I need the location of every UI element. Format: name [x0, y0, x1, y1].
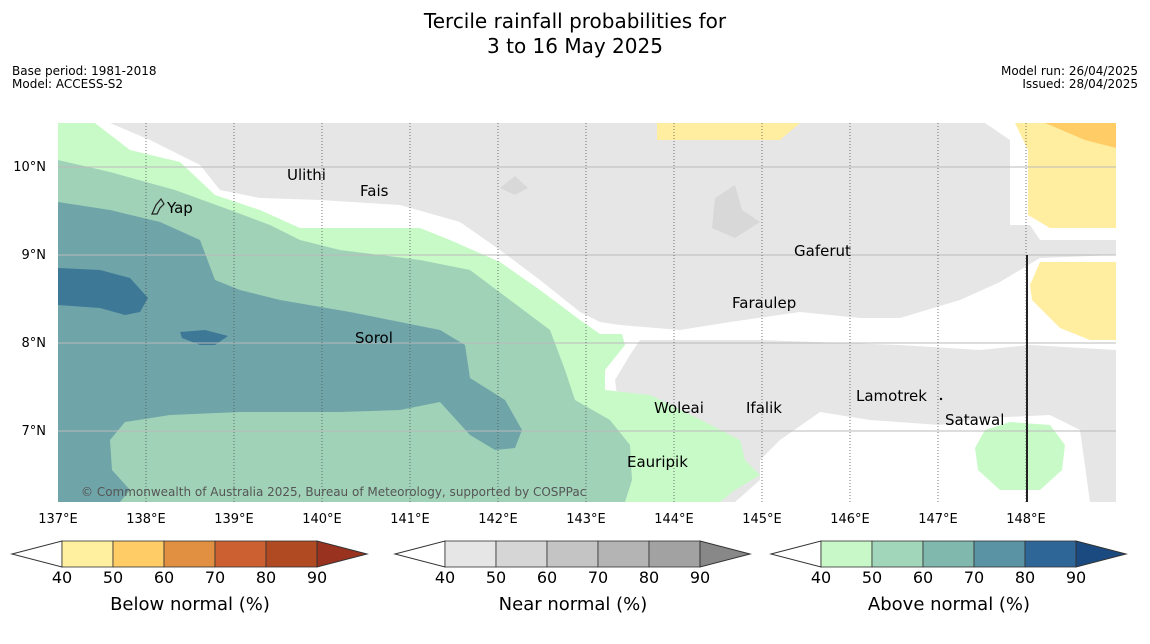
- colorbar-above-segment: [922, 540, 975, 568]
- colorbar-tick: 60: [537, 568, 557, 587]
- above-normal-70-region: [58, 268, 148, 315]
- lat-label: 7°N: [22, 424, 47, 439]
- colorbar-tick: 50: [103, 568, 123, 587]
- near-normal-region-north: [110, 123, 1116, 330]
- colorbar-below-segment: [112, 540, 165, 568]
- colorbar-tick: 90: [690, 568, 710, 587]
- colorbar-near-normal: [393, 540, 752, 568]
- lon-label: 147°E: [918, 512, 958, 527]
- colorbar-above-segment: [973, 540, 1026, 568]
- place-label-satawal: Satawal: [945, 411, 1004, 429]
- colorbar-tick: 50: [862, 568, 882, 587]
- colorbar-near-segment: [444, 540, 497, 568]
- colorbar-below-segment: [214, 540, 267, 568]
- lat-label: 10°N: [13, 160, 46, 175]
- title-line-1: Tercile rainfall probabilities for: [423, 9, 727, 33]
- lon-label: 142°E: [478, 512, 518, 527]
- colorbar-near-min-arrow: [393, 540, 446, 568]
- lon-label: 146°E: [830, 512, 870, 527]
- issued-label: Issued: 28/04/2025: [1022, 77, 1138, 91]
- colorbar-above-min-arrow: [769, 540, 822, 568]
- colorbar-tick: 70: [964, 568, 984, 587]
- lon-label: 138°E: [126, 512, 166, 527]
- colorbar-tick: 50: [486, 568, 506, 587]
- place-label-lamotrek: Lamotrek: [856, 387, 927, 405]
- below-normal-region-darker: [1045, 123, 1116, 148]
- place-label-gaferut: Gaferut: [794, 242, 851, 260]
- colorbar-near-max-arrow: [699, 540, 752, 568]
- place-label-eauripik: Eauripik: [627, 453, 688, 471]
- below-normal-region-east: [1015, 123, 1116, 228]
- colorbar-near-segment: [546, 540, 599, 568]
- colorbar-below-segment: [163, 540, 216, 568]
- place-label-fais: Fais: [360, 182, 389, 200]
- lon-label: 143°E: [566, 512, 606, 527]
- place-label-ifalik: Ifalik: [746, 399, 782, 417]
- colorbar-label-below: Below normal (%): [110, 594, 270, 615]
- base-period-label: Base period: 1981-2018: [12, 64, 157, 78]
- colorbar-tick: 90: [1066, 568, 1086, 587]
- colorbar-tick: 90: [307, 568, 327, 587]
- colorbar-tick: 40: [811, 568, 831, 587]
- above-normal-60-region: [58, 202, 522, 502]
- place-label-yap: Yap: [166, 199, 193, 217]
- colorbar-above-max-arrow: [1075, 540, 1128, 568]
- copyright-notice: © Commonwealth of Australia 2025, Bureau…: [81, 485, 586, 499]
- colorbar-tick: 60: [913, 568, 933, 587]
- island-dot: [939, 397, 943, 401]
- colorbar-tick: 80: [639, 568, 659, 587]
- colorbar-label-above: Above normal (%): [868, 594, 1030, 615]
- colorbar-near-segment: [597, 540, 650, 568]
- lon-label: 137°E: [38, 512, 78, 527]
- place-label-sorol: Sorol: [355, 329, 393, 347]
- lon-label: 144°E: [654, 512, 694, 527]
- below-normal-region-top: [657, 123, 800, 140]
- colorbar-above-segment: [1024, 540, 1077, 568]
- colorbar-above-normal: [769, 540, 1128, 568]
- colorbar-below-min-arrow: [10, 540, 63, 568]
- near-normal-blob: [500, 176, 528, 195]
- colorbar-tick: 60: [154, 568, 174, 587]
- place-label-woleai: Woleai: [654, 399, 704, 417]
- lon-label: 140°E: [302, 512, 342, 527]
- lon-label: 148°E: [1006, 512, 1046, 527]
- place-label-faraulep: Faraulep: [732, 294, 796, 312]
- colorbar-below-max-arrow: [316, 540, 369, 568]
- above-normal-70-region-small: [180, 330, 228, 345]
- colorbar-below-segment: [265, 540, 318, 568]
- colorbar-tick: 40: [52, 568, 72, 587]
- lon-label: 139°E: [214, 512, 254, 527]
- near-normal-blob-2: [712, 185, 760, 238]
- lon-label: 145°E: [742, 512, 782, 527]
- colorbar-label-near: Near normal (%): [499, 594, 648, 615]
- colorbar-below-normal: [10, 540, 369, 568]
- title-line-2: 3 to 16 May 2025: [487, 34, 663, 58]
- model-label: Model: ACCESS-S2: [12, 77, 124, 91]
- colorbar-tick: 70: [205, 568, 225, 587]
- above-normal-40-region-east: [975, 422, 1065, 490]
- colorbar-tick: 40: [435, 568, 455, 587]
- colorbar-below-segment: [61, 540, 114, 568]
- probability-regions: [58, 123, 1116, 502]
- lon-label: 141°E: [390, 512, 430, 527]
- colorbar-tick: 80: [256, 568, 276, 587]
- place-label-ulithi: Ulithi: [287, 166, 326, 184]
- colorbar-near-segment: [648, 540, 701, 568]
- colorbar-near-segment: [495, 540, 548, 568]
- below-normal-region-east-2: [1030, 262, 1116, 340]
- model-run-label: Model run: 26/04/2025: [1000, 64, 1138, 78]
- colorbar-above-segment: [820, 540, 873, 568]
- lat-label: 9°N: [22, 248, 47, 263]
- colorbar-above-segment: [871, 540, 924, 568]
- yap-island-icon: [151, 197, 165, 215]
- colorbar-tick: 80: [1015, 568, 1035, 587]
- colorbar-tick: 70: [588, 568, 608, 587]
- lat-label: 8°N: [22, 336, 47, 351]
